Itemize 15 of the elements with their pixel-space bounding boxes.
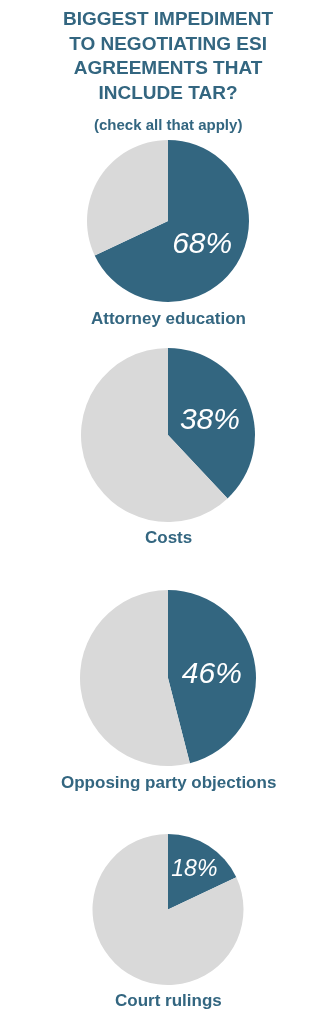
data-label: 18% bbox=[171, 855, 218, 882]
pie-slice bbox=[87, 140, 168, 256]
text: Opposing party objections bbox=[61, 773, 277, 792]
text: Court rulings bbox=[115, 991, 222, 1010]
pie-slice bbox=[94, 140, 249, 302]
chart-subtitle: (check all that apply) bbox=[94, 116, 243, 133]
data-label: 46% bbox=[181, 655, 242, 689]
pie-slice bbox=[168, 590, 256, 764]
text: Attorney education bbox=[91, 309, 246, 328]
data-label: 68% bbox=[172, 226, 233, 260]
pie-slice bbox=[168, 348, 255, 499]
chart-title: BIGGEST IMPEDIMENT TO NEGOTIATING ESI AGREEMENTS THAT INCLUDE TAR? bbox=[63, 8, 274, 104]
pie-slice bbox=[92, 834, 244, 985]
data-label: 38% bbox=[179, 401, 240, 435]
text: Costs bbox=[145, 528, 193, 547]
